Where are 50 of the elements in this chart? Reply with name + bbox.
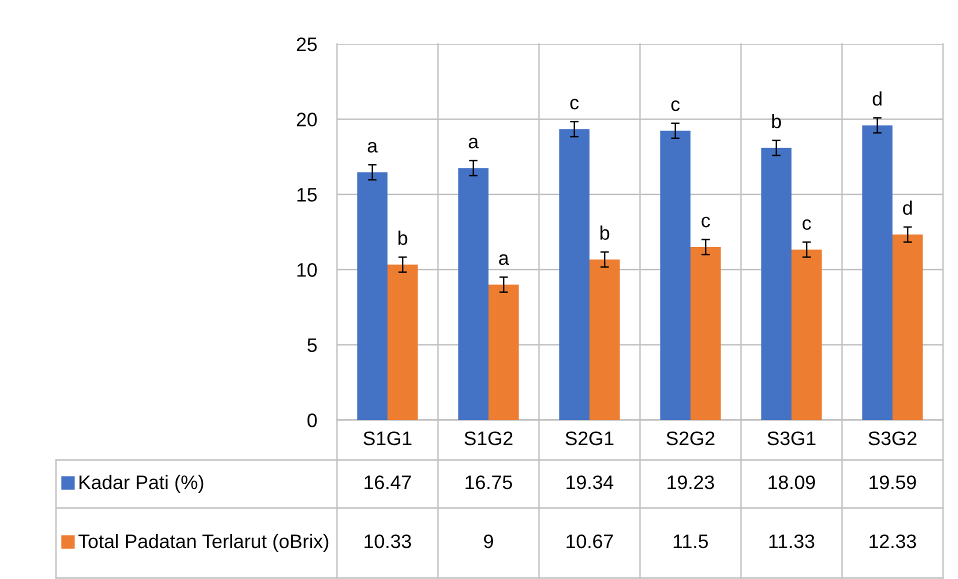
data-label: 16.47	[364, 475, 411, 490]
annotation: d	[872, 91, 882, 106]
bar	[559, 129, 590, 420]
annotation: d	[903, 200, 912, 215]
bar	[458, 168, 488, 420]
legend-label: Kadar Pati (%)	[80, 474, 204, 494]
annotation: a	[499, 254, 510, 265]
annotation: c	[671, 100, 680, 112]
annotation: b	[600, 226, 610, 240]
data-label: 10.33	[364, 534, 411, 548]
x-tick-label: S3G2	[868, 431, 916, 446]
data-label: 11.33	[769, 534, 814, 548]
bar	[690, 247, 721, 420]
bar	[388, 264, 418, 420]
bar	[357, 172, 388, 420]
bar	[488, 284, 519, 420]
data-label: 19.23	[668, 475, 714, 490]
data-label: 18.09	[768, 475, 815, 490]
annotation: b	[398, 230, 408, 245]
annotation: c	[570, 98, 579, 110]
annotation: a	[468, 138, 479, 148]
bar	[660, 130, 690, 420]
x-tick-label: S1G1	[364, 431, 412, 446]
data-label: 19.34	[566, 475, 614, 490]
x-tick-label: S3G1	[768, 431, 816, 446]
data-label: 12.33	[870, 534, 916, 548]
y-tick-label: 15	[297, 188, 317, 202]
annotation: a	[368, 142, 378, 153]
legend-label: Total Padatan Terlarut (oBrix)	[78, 534, 328, 552]
x-tick-label: S2G2	[666, 431, 714, 446]
bar	[862, 125, 892, 420]
data-label: 19.59	[870, 475, 916, 490]
data-label: 11.5	[674, 534, 708, 548]
y-tick-label: 0	[308, 413, 317, 428]
bar	[792, 250, 822, 420]
data-label: 10.67	[566, 534, 613, 548]
data-label: 16.75	[466, 475, 512, 490]
data-label: 9	[484, 534, 493, 548]
x-tick-label: S1G2	[464, 431, 512, 446]
y-tick-label: 10	[297, 263, 317, 277]
y-tick-label: 25	[296, 37, 317, 52]
x-tick-label: S2G1	[566, 431, 614, 446]
y-tick-label: 20	[296, 112, 317, 126]
annotation: c	[802, 219, 811, 230]
bar	[761, 148, 792, 420]
bar	[590, 260, 620, 420]
bar	[892, 234, 923, 420]
annotation: b	[772, 114, 781, 128]
y-tick-label: 5	[308, 338, 317, 352]
annotation: c	[702, 216, 710, 228]
